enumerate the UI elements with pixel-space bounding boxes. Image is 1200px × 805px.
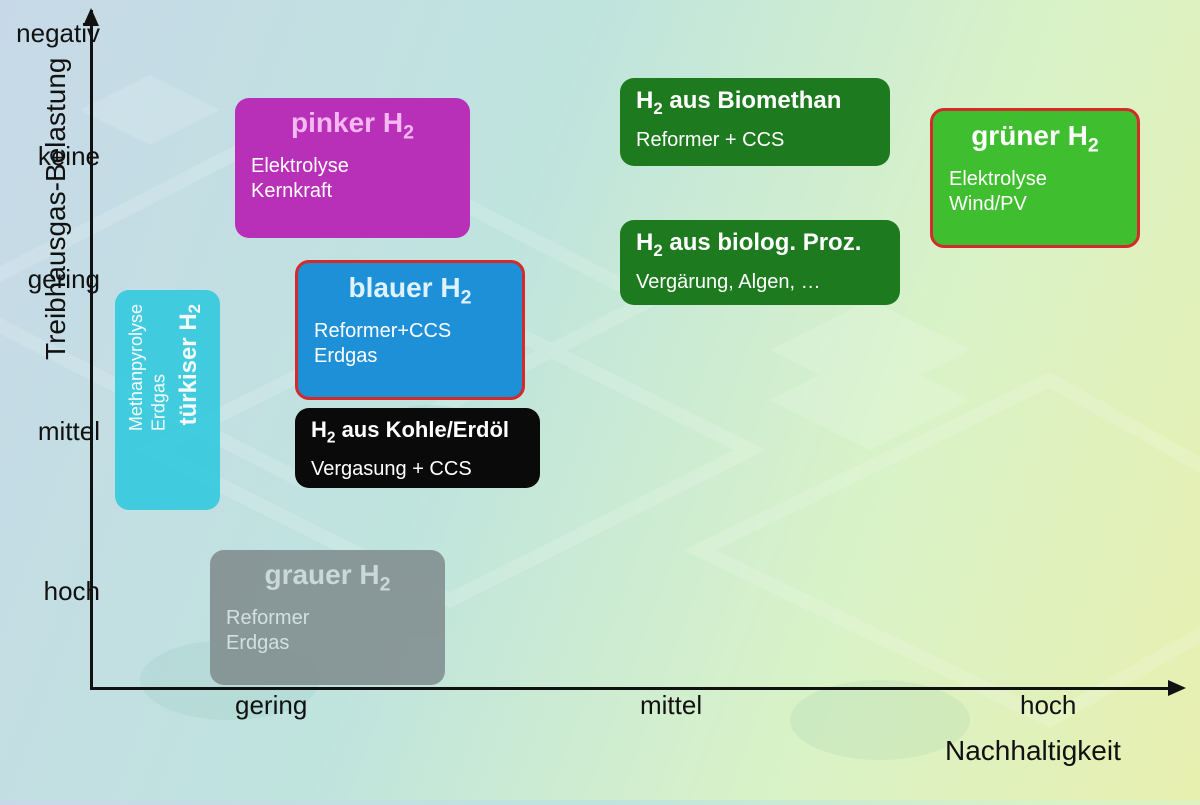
y-tick-label: hoch [0,576,100,607]
h2-box-line: Methanpyrolyse [125,304,148,431]
h2-box-tuerkis: MethanpyrolyseErdgastürkiser H2 [115,290,220,510]
h2-box-line: Vergasung + CCS [311,457,524,482]
x-axis-title: Nachhaltigkeit [945,735,1121,767]
h2-box-line: Reformer [226,606,429,631]
h2-box-title: pinker H2 [251,108,454,144]
h2-box-gruen: grüner H2 ElektrolyseWind/PV [930,108,1140,248]
h2-box-line: Elektrolyse [251,154,454,179]
x-tick-label: hoch [1020,690,1076,721]
h2-box-title: grauer H2 [226,560,429,596]
h2-box-pink: pinker H2 ElektrolyseKernkraft [235,98,470,238]
h2-box-title: türkiser H2 [176,304,204,425]
y-axis-title: Treibhausgas-Belastung [40,58,72,360]
h2-box-title: H2 aus biolog. Proz. [636,230,884,260]
h2-box-line: Wind/PV [949,192,1121,217]
h2-box-grau: grauer H2 ReformerErdgas [210,550,445,685]
h2-box-line: Reformer + CCS [636,128,874,153]
h2-box-line: Erdgas [226,631,429,656]
y-tick-label: gering [0,264,100,295]
h2-box-blau: blauer H2 Reformer+CCSErdgas [295,260,525,400]
h2-box-title: blauer H2 [314,273,506,309]
h2-box-kohle: H2 aus Kohle/Erdöl Vergasung + CCS [295,408,540,488]
h2-box-line: Kernkraft [251,179,454,204]
h2-box-title: H2 aus Kohle/Erdöl [311,418,524,447]
x-tick-label: mittel [640,690,702,721]
y-tick-label: mittel [0,416,100,447]
y-tick-label: negativ [0,18,100,49]
h2-box-title: H2 aus Biomethan [636,88,874,118]
x-axis-arrow-icon [1168,680,1186,696]
h2-box-biolog: H2 aus biolog. Proz. Vergärung, Algen, … [620,220,900,305]
h2-box-line: Reformer+CCS [314,319,506,344]
chart-area: Treibhausgas-Belastung pinker H2Elektrol… [90,10,1180,730]
h2-box-line: Erdgas [314,344,506,369]
x-tick-label: gering [235,690,307,721]
h2-box-biomethan: H2 aus Biomethan Reformer + CCS [620,78,890,166]
y-tick-label: keine [0,141,100,172]
h2-box-line: Erdgas [148,304,171,431]
h2-box-line: Vergärung, Algen, … [636,270,884,295]
h2-box-title: grüner H2 [949,121,1121,157]
h2-box-line: Elektrolyse [949,167,1121,192]
